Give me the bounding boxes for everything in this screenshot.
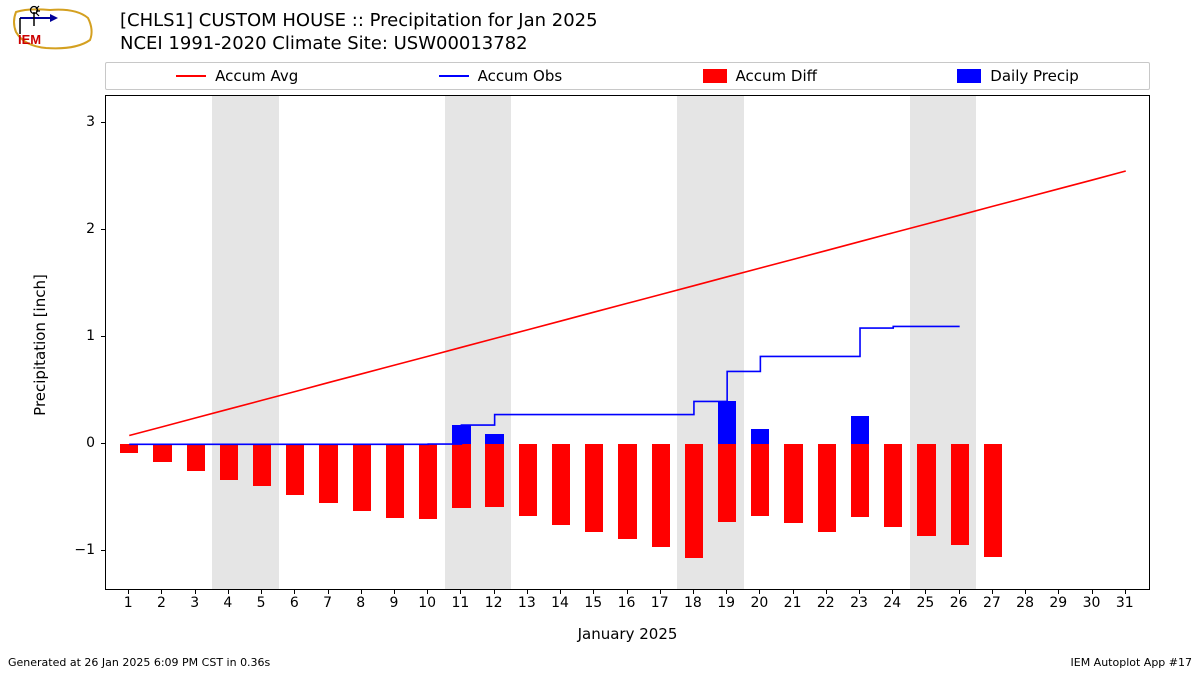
legend-line-icon [439, 75, 469, 77]
legend-item-accum-diff: Accum Diff [703, 67, 817, 85]
x-tick-mark [593, 589, 594, 594]
x-tick-mark [361, 589, 362, 594]
x-tick-label: 22 [817, 595, 835, 611]
legend-label: Accum Diff [736, 67, 817, 85]
x-tick-label: 14 [551, 595, 569, 611]
x-tick-mark [959, 589, 960, 594]
footer-app: IEM Autoplot App #17 [1071, 656, 1193, 669]
x-tick-label: 15 [584, 595, 602, 611]
x-tick-label: 9 [390, 595, 399, 611]
y-tick-label: 0 [5, 435, 95, 451]
title-line-1: [CHLS1] CUSTOM HOUSE :: Precipitation fo… [120, 10, 598, 33]
x-tick-label: 28 [1016, 595, 1034, 611]
x-tick-mark [793, 589, 794, 594]
x-tick-label: 23 [850, 595, 868, 611]
title-line-2: NCEI 1991-2020 Climate Site: USW00013782 [120, 33, 598, 56]
y-tick-label: 2 [5, 221, 95, 237]
chart-title: [CHLS1] CUSTOM HOUSE :: Precipitation fo… [120, 10, 598, 55]
accum-obs-line [129, 326, 959, 444]
x-tick-mark [1125, 589, 1126, 594]
x-tick-mark [294, 589, 295, 594]
legend-label: Daily Precip [990, 67, 1079, 85]
x-tick-mark [427, 589, 428, 594]
x-tick-label: 10 [418, 595, 436, 611]
legend-item-accum-avg: Accum Avg [176, 67, 298, 85]
accum-avg-line [129, 171, 1126, 436]
x-tick-label: 11 [451, 595, 469, 611]
x-tick-label: 4 [223, 595, 232, 611]
x-tick-mark [195, 589, 196, 594]
y-tick-mark [101, 443, 106, 444]
y-tick-mark [101, 229, 106, 230]
x-tick-mark [394, 589, 395, 594]
x-tick-label: 16 [618, 595, 636, 611]
x-tick-label: 12 [485, 595, 503, 611]
x-tick-label: 18 [684, 595, 702, 611]
x-tick-mark [460, 589, 461, 594]
x-tick-label: 3 [190, 595, 199, 611]
x-tick-mark [527, 589, 528, 594]
x-tick-mark [1058, 589, 1059, 594]
y-tick-mark [101, 550, 106, 551]
x-tick-label: 19 [717, 595, 735, 611]
footer-generated: Generated at 26 Jan 2025 6:09 PM CST in … [8, 656, 270, 669]
x-tick-label: 25 [917, 595, 935, 611]
x-tick-label: 30 [1083, 595, 1101, 611]
x-tick-label: 24 [883, 595, 901, 611]
x-tick-label: 17 [651, 595, 669, 611]
x-tick-label: 29 [1049, 595, 1067, 611]
iem-logo: IEM [6, 4, 98, 58]
x-tick-mark [128, 589, 129, 594]
legend: Accum Avg Accum Obs Accum Diff Daily Pre… [105, 62, 1150, 90]
legend-label: Accum Obs [478, 67, 563, 85]
x-tick-mark [992, 589, 993, 594]
x-tick-label: 2 [157, 595, 166, 611]
x-tick-label: 31 [1116, 595, 1134, 611]
x-tick-mark [759, 589, 760, 594]
legend-line-icon [176, 75, 206, 77]
legend-item-daily-precip: Daily Precip [957, 67, 1079, 85]
plot-area [105, 95, 1150, 590]
x-tick-mark [161, 589, 162, 594]
y-tick-label: 1 [5, 328, 95, 344]
x-axis-label: January 2025 [105, 625, 1150, 643]
y-tick-label: −1 [5, 542, 95, 558]
x-tick-label: 5 [257, 595, 266, 611]
y-tick-label: 3 [5, 114, 95, 130]
y-tick-mark [101, 122, 106, 123]
x-tick-label: 1 [124, 595, 133, 611]
x-tick-mark [826, 589, 827, 594]
x-tick-mark [1025, 589, 1026, 594]
x-tick-mark [726, 589, 727, 594]
x-tick-mark [693, 589, 694, 594]
legend-item-accum-obs: Accum Obs [439, 67, 563, 85]
x-tick-label: 8 [356, 595, 365, 611]
x-tick-mark [328, 589, 329, 594]
x-tick-mark [1092, 589, 1093, 594]
x-tick-mark [560, 589, 561, 594]
legend-swatch-icon [957, 69, 981, 83]
x-tick-label: 20 [750, 595, 768, 611]
x-tick-label: 7 [323, 595, 332, 611]
x-tick-mark [228, 589, 229, 594]
x-tick-mark [660, 589, 661, 594]
x-tick-mark [892, 589, 893, 594]
x-tick-label: 21 [784, 595, 802, 611]
x-tick-mark [494, 589, 495, 594]
x-tick-label: 27 [983, 595, 1001, 611]
x-tick-mark [627, 589, 628, 594]
x-tick-label: 13 [518, 595, 536, 611]
y-tick-mark [101, 336, 106, 337]
x-tick-label: 26 [950, 595, 968, 611]
x-tick-mark [261, 589, 262, 594]
svg-text:IEM: IEM [18, 32, 41, 47]
y-axis-label: Precipitation [inch] [31, 274, 49, 416]
legend-swatch-icon [703, 69, 727, 83]
legend-label: Accum Avg [215, 67, 298, 85]
x-tick-mark [925, 589, 926, 594]
x-tick-mark [859, 589, 860, 594]
x-tick-label: 6 [290, 595, 299, 611]
